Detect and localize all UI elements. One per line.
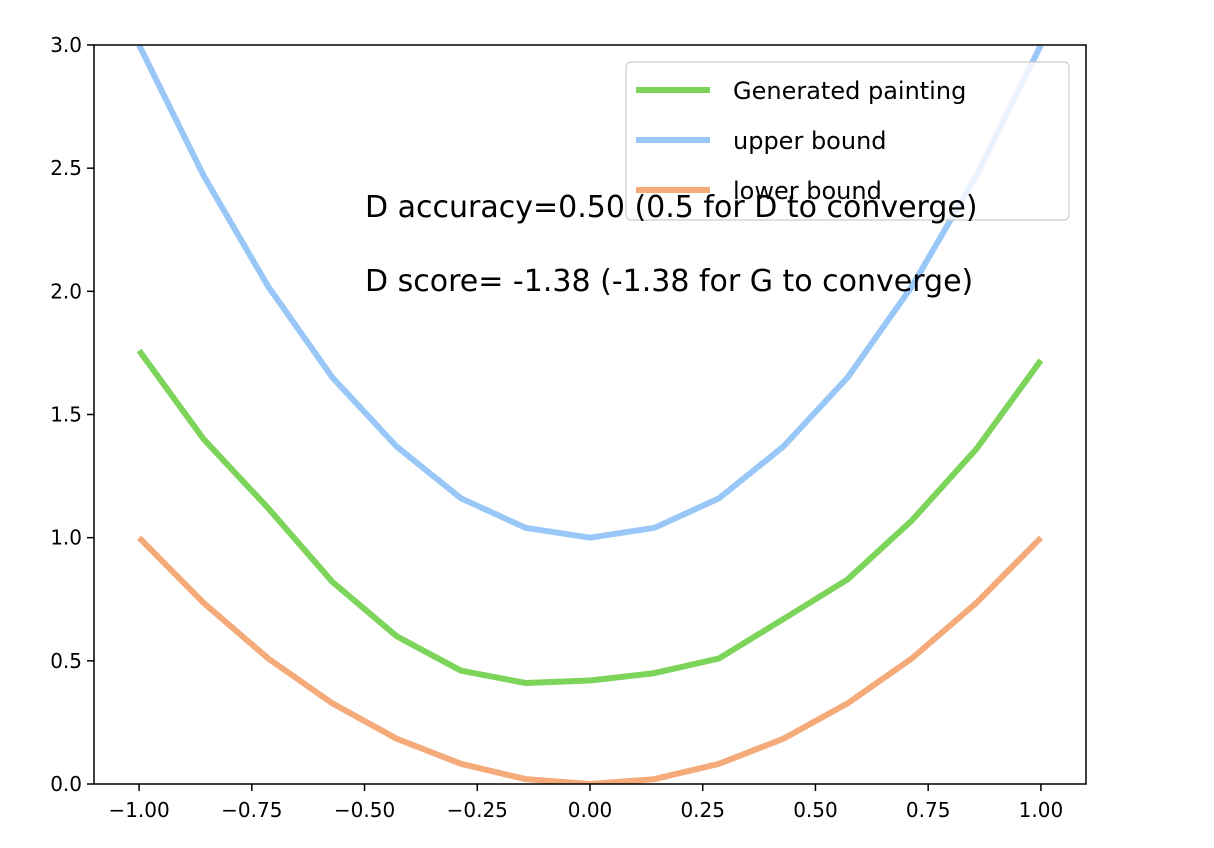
y-axis: 0.0 0.5 1.0 1.5 2.0 2.5 3.0 bbox=[50, 33, 94, 796]
annotations: D accuracy=0.50 (0.5 for D to converge) D… bbox=[365, 190, 978, 299]
y-tick-label: 3.0 bbox=[50, 33, 82, 57]
legend: Generated painting upper bound lower bound bbox=[625, 61, 1070, 221]
y-tick-label: 2.0 bbox=[50, 279, 82, 303]
legend-label: lower bound bbox=[733, 177, 882, 205]
series-line-1 bbox=[136, 348, 1044, 686]
legend-label: upper bound bbox=[733, 127, 887, 155]
y-tick-label: 1.5 bbox=[50, 403, 82, 427]
x-tick-label: −0.50 bbox=[334, 798, 395, 822]
x-tick-label: 0.75 bbox=[906, 798, 951, 822]
annotation-text: D score= -1.38 (-1.38 for G to converge) bbox=[365, 264, 973, 299]
x-tick-label: 0.50 bbox=[793, 798, 838, 822]
series-line-2 bbox=[136, 45, 1044, 541]
series-line-3 bbox=[136, 535, 1044, 784]
legend-box bbox=[625, 61, 1070, 221]
x-tick-label: 1.00 bbox=[1019, 798, 1064, 822]
x-tick-label: 0.25 bbox=[680, 798, 725, 822]
y-tick-label: 2.5 bbox=[50, 156, 82, 180]
x-tick-label: 0.00 bbox=[568, 798, 613, 822]
annotation-text: D accuracy=0.50 (0.5 for D to converge) bbox=[365, 190, 978, 225]
x-axis: −1.00 −0.75 −0.50 −0.25 0.00 0.25 0.50 0.75 1.00 bbox=[108, 784, 1063, 822]
x-tick-label: −0.25 bbox=[447, 798, 508, 822]
y-tick-label: 1.0 bbox=[50, 526, 82, 550]
legend-label: Generated painting bbox=[733, 77, 966, 105]
y-tick-label: 0.0 bbox=[50, 772, 82, 796]
x-tick-label: −1.00 bbox=[108, 798, 169, 822]
series-layer bbox=[136, 45, 1044, 784]
x-tick-label: −0.75 bbox=[221, 798, 282, 822]
y-tick-label: 0.5 bbox=[50, 649, 82, 673]
